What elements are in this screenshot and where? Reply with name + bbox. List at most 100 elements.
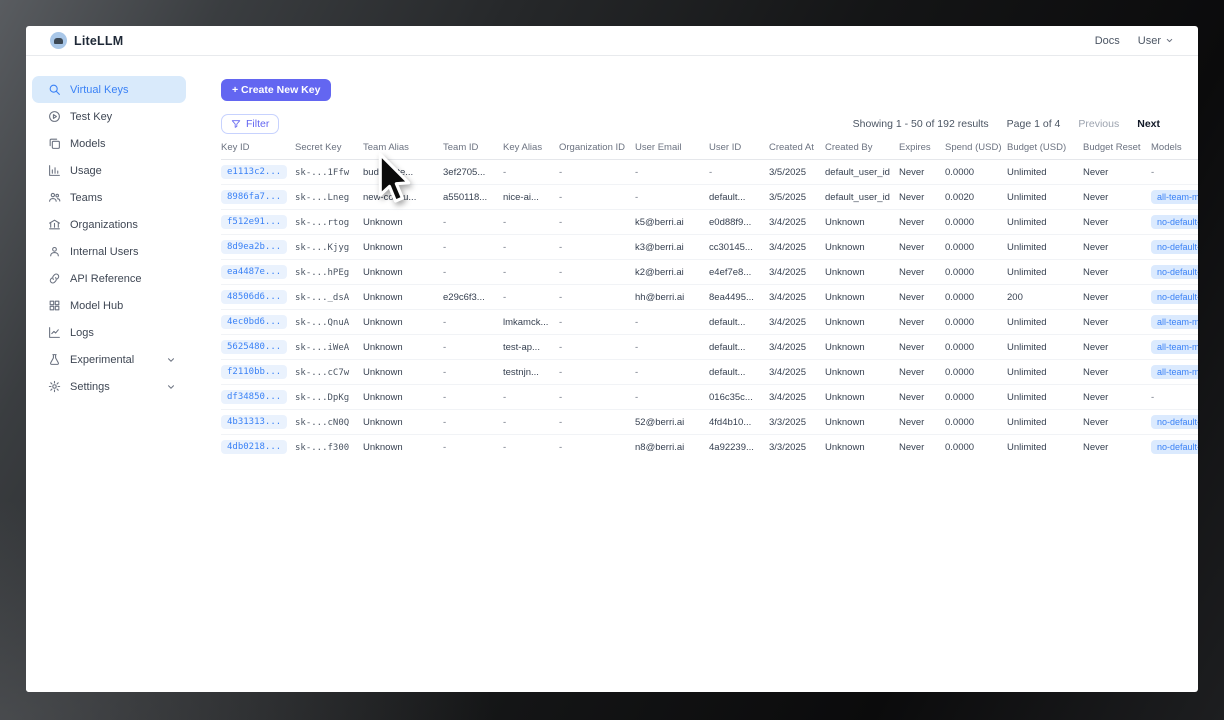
filter-button-label: Filter [246, 118, 270, 130]
key-id-chip[interactable]: 8d9ea2b... [221, 240, 288, 254]
table-cell: no-default-models [1151, 234, 1198, 260]
table-row: 5625480... sk-...iWeA Unknown - test-ap... - -… [221, 334, 1198, 360]
user-menu[interactable]: User [1138, 35, 1174, 47]
column-header: Team ID [443, 142, 503, 160]
secret-key-value: sk-...1Ffw [295, 167, 350, 178]
column-header: Key Alias [503, 142, 559, 160]
table-cell: 0.0000 [945, 334, 1007, 360]
table-cell: - [1151, 159, 1198, 185]
key-id-chip[interactable]: 5625480... [221, 340, 288, 354]
table-cell: e1113c2... [221, 159, 295, 185]
table-body: e1113c2... sk-...1Ffw budget_te... 3ef2705.… [221, 159, 1198, 454]
table-cell: Never [1083, 259, 1151, 285]
table-cell: cc30145... [709, 234, 769, 260]
key-id-chip[interactable]: f2110bb... [221, 365, 288, 379]
keys-table: Key ID Secret Key Team Alias Team ID Key Ali… [221, 142, 1198, 454]
key-id-chip[interactable]: e1113c2... [221, 165, 288, 179]
pagination: Showing 1 - 50 of 192 results Page 1 of … [853, 118, 1160, 130]
create-new-key-button[interactable]: + Create New Key [221, 79, 332, 101]
gear-icon [48, 380, 61, 393]
table-cell: sk-...DpKg [295, 384, 363, 410]
results-count: Showing 1 - 50 of 192 results [852, 118, 989, 130]
table-cell: 8d9ea2b... [221, 234, 295, 260]
table-cell: sk-...Kjyg [295, 234, 363, 260]
model-badge: no-default-models [1151, 415, 1198, 429]
table-cell: - [559, 284, 635, 310]
table-cell: - [559, 334, 635, 360]
table-cell: - [443, 234, 503, 260]
sidebar-item-virtual-keys[interactable]: Virtual Keys [32, 76, 186, 103]
table-cell: e4ef7e8... [709, 259, 769, 285]
sidebar-item-organizations[interactable]: Organizations [32, 211, 186, 238]
table-cell: Never [899, 359, 945, 385]
table-cell: nice-ai... [503, 184, 559, 210]
table-cell: - [503, 259, 559, 285]
filter-button[interactable]: Filter [221, 114, 280, 134]
table-cell: - [559, 159, 635, 185]
table-cell: no-default-models [1151, 284, 1198, 310]
sidebar-item-usage[interactable]: Usage [32, 157, 186, 184]
brand: LiteLLM [50, 32, 123, 49]
table-cell: no-default-models [1151, 434, 1198, 454]
table-cell: Never [899, 159, 945, 185]
table-cell: Unlimited [1007, 359, 1083, 385]
secret-key-value: sk-...Lneg [295, 192, 350, 203]
sidebar-item-models[interactable]: Models [32, 130, 186, 157]
table-cell: test-ap... [503, 334, 559, 360]
table-cell: - [559, 184, 635, 210]
table-cell: - [503, 434, 559, 454]
key-id-chip[interactable]: f512e91... [221, 215, 288, 229]
key-id-chip[interactable]: 48506d6... [221, 290, 288, 304]
column-header: Secret Key [295, 142, 363, 160]
table-cell: n8@berri.ai [635, 434, 709, 454]
table-cell: - [635, 384, 709, 410]
sidebar-item-label: Logs [70, 326, 94, 339]
previous-page-button[interactable]: Previous [1078, 118, 1120, 130]
table-cell: Unknown [825, 359, 899, 385]
key-id-chip[interactable]: 4db0218... [221, 440, 288, 454]
key-id-chip[interactable]: 4b31313... [221, 415, 288, 429]
table-cell: df34850... [221, 384, 295, 410]
sidebar-item-api-reference[interactable]: API Reference [32, 265, 186, 292]
table-cell: default... [709, 334, 769, 360]
table-cell: 0.0000 [945, 359, 1007, 385]
key-id-chip[interactable]: 8986fa7... [221, 190, 288, 204]
key-id-chip[interactable]: df34850... [221, 390, 288, 404]
secret-key-value: sk-...hPEg [295, 267, 350, 278]
sidebar-item-test-key[interactable]: Test Key [32, 103, 186, 130]
table-cell: Never [1083, 409, 1151, 435]
sidebar-item-label: Experimental [70, 353, 135, 366]
table-cell: - [559, 359, 635, 385]
table-row: 4b31313... sk-...cN0Q Unknown - - -52@berri.a… [221, 409, 1198, 435]
next-page-button[interactable]: Next [1137, 118, 1160, 130]
docs-link[interactable]: Docs [1094, 34, 1120, 47]
secret-key-value: sk-...rtog [295, 217, 350, 228]
chevron-down-icon [166, 355, 176, 365]
sidebar-item-logs[interactable]: Logs [32, 319, 186, 346]
table-cell: Unlimited [1007, 434, 1083, 454]
column-header: Created At [769, 142, 825, 160]
table-cell: 3/4/2025 [769, 359, 825, 385]
key-id-chip[interactable]: ea4487e... [221, 265, 288, 279]
table-cell: Unlimited [1007, 409, 1083, 435]
sidebar-item-teams[interactable]: Teams [32, 184, 186, 211]
sidebar-item-label: Teams [70, 191, 103, 204]
top-bar: LiteLLM Docs User [26, 26, 1198, 56]
table-row: f512e91... sk-...rtog Unknown - - - k5@berri.a… [221, 209, 1198, 235]
table-cell: Unknown [825, 234, 899, 260]
sidebar-item-internal-users[interactable]: Internal Users [32, 238, 186, 265]
table-cell: - [559, 434, 635, 454]
bank-icon [48, 218, 61, 231]
people-icon [48, 191, 61, 204]
column-header: Spend (USD) [945, 142, 1007, 160]
table-row: 8d9ea2b... sk-...Kjyg Unknown - - - k3@berri.a… [221, 234, 1198, 260]
table-cell: 48506d6... [221, 284, 295, 310]
key-id-chip[interactable]: 4ec0bd6... [221, 315, 288, 329]
sidebar-item-model-hub[interactable]: Model Hub [32, 292, 186, 319]
model-badge: all-team-models [1151, 365, 1198, 379]
sidebar-item-experimental[interactable]: Experimental [32, 346, 186, 373]
sidebar-item-settings[interactable]: Settings [32, 373, 186, 400]
table-cell: - [635, 159, 709, 185]
table-cell: default_user_id [825, 159, 899, 185]
play-circle-icon [48, 110, 61, 123]
